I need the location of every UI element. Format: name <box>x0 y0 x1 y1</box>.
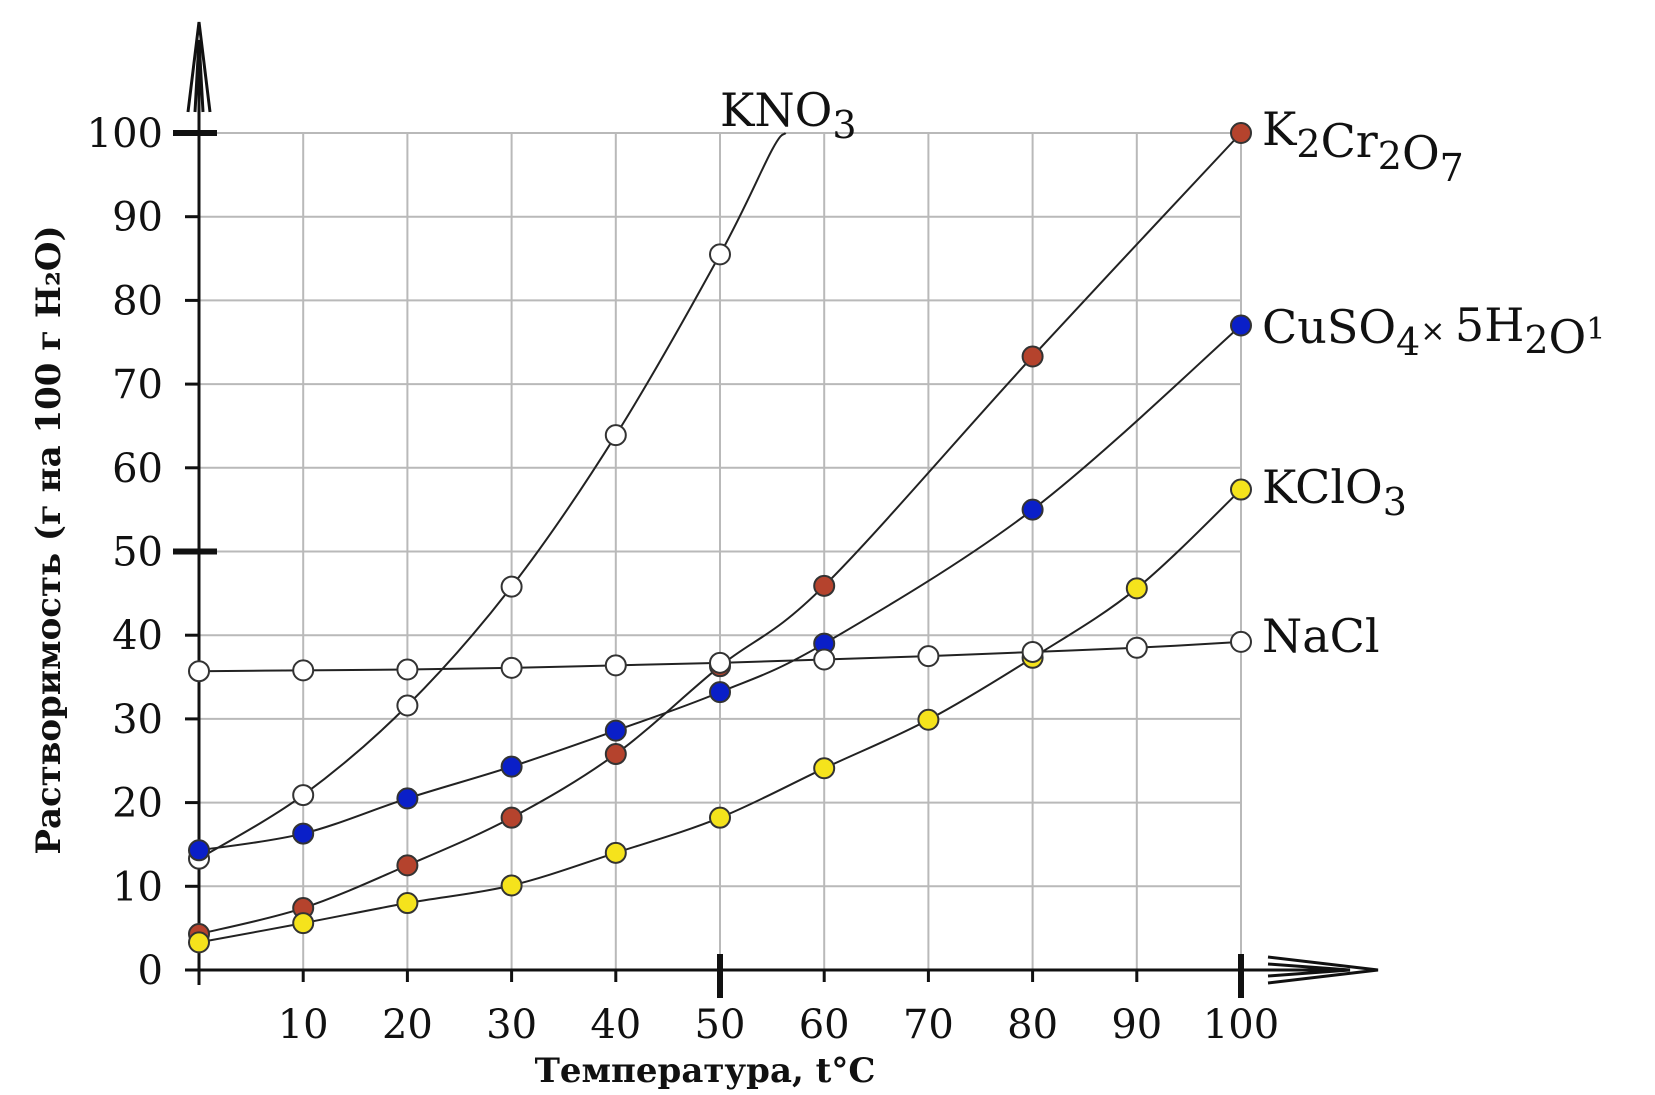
data-point <box>1230 314 1252 337</box>
data-point <box>396 658 419 681</box>
grid <box>199 132 1242 970</box>
data-point <box>500 806 523 829</box>
data-point <box>396 694 419 717</box>
series-label-part: O <box>1549 310 1587 364</box>
data-point <box>1021 498 1044 521</box>
x-tick-label: 100 <box>1203 1002 1279 1048</box>
series-label-part: O <box>1402 126 1440 180</box>
data-point <box>500 575 523 598</box>
series-label-part: NaCl <box>1262 609 1380 663</box>
data-point <box>188 660 210 683</box>
data-point <box>396 854 419 877</box>
y-tick-label: 20 <box>112 781 163 827</box>
series-label-part: KClO <box>1262 460 1383 514</box>
series-label-part: 1 <box>1586 312 1605 347</box>
data-point <box>1230 478 1252 501</box>
y-tick-label: 0 <box>138 948 163 994</box>
series-line <box>198 132 787 860</box>
series-label: CuSO4× 5H2O1 <box>1262 298 1605 364</box>
series-KNO3: KNO3 <box>188 83 857 870</box>
data-point <box>396 787 419 810</box>
x-axis-title: Температура, t°C <box>535 1051 876 1091</box>
data-point <box>500 656 523 679</box>
data-point <box>917 645 940 668</box>
series-label-part: 5H <box>1455 298 1524 352</box>
data-point <box>709 806 731 829</box>
data-point <box>1021 345 1044 368</box>
x-tick-label: 20 <box>382 1002 433 1048</box>
data-point <box>292 659 315 682</box>
y-tick-label: 90 <box>112 195 163 241</box>
series-label-part: 3 <box>1383 480 1407 524</box>
data-point <box>188 839 210 862</box>
x-tick-label: 10 <box>278 1002 329 1048</box>
series-K2Cr2O7: K2Cr2O7 <box>188 102 1464 946</box>
x-axis-arrow <box>1267 955 1379 985</box>
y-tick-label: 100 <box>87 111 163 157</box>
data-point <box>188 931 210 954</box>
y-tick-label: 50 <box>112 530 163 576</box>
series-label-part: 2 <box>1378 134 1402 178</box>
data-point <box>709 681 731 704</box>
series-NaCl: NaCl <box>188 609 1380 683</box>
data-point <box>1021 640 1044 663</box>
data-point <box>604 743 627 766</box>
x-tick-label: 90 <box>1111 1002 1162 1048</box>
data-point <box>813 574 836 597</box>
x-tick-label: 50 <box>695 1002 746 1048</box>
data-point <box>292 822 315 845</box>
series-label-part: 7 <box>1440 146 1464 190</box>
data-point <box>500 755 523 778</box>
y-tick-label: 30 <box>112 697 163 743</box>
series-label-part: 2 <box>1296 122 1320 166</box>
y-axis-title: Растворимость (г на 100 г H₂O) <box>29 225 69 854</box>
y-axis-arrow <box>186 21 212 113</box>
tick-labels: 0 10 20 30 40 50 60 70 80 90 100 10 20 30 40 50 60 70 80 90… <box>87 111 1280 1048</box>
series-label-part: 2 <box>1524 318 1548 362</box>
series-label-part: 4 <box>1396 320 1420 364</box>
series-label-part: 3 <box>832 103 856 147</box>
data-point <box>292 912 315 935</box>
series-CuSO4×5H2O: CuSO4× 5H2O1 <box>188 298 1605 862</box>
data-point <box>1125 636 1148 659</box>
y-tick-label: 70 <box>112 362 163 408</box>
axes <box>173 21 1379 998</box>
y-tick-label: 60 <box>112 446 163 492</box>
x-tick-label: 30 <box>486 1002 537 1048</box>
data-point <box>709 243 731 266</box>
y-tick-label: 10 <box>112 864 163 910</box>
data-point <box>813 648 836 671</box>
series-label: KClO3 <box>1262 460 1407 524</box>
y-tick-label: 80 <box>112 278 163 324</box>
x-tick-label: 40 <box>590 1002 641 1048</box>
series-label-part: CuSO <box>1262 300 1396 354</box>
data-point <box>813 757 836 780</box>
data-point <box>604 719 627 742</box>
series-label: KNO3 <box>720 83 857 147</box>
y-tick-label: 40 <box>112 613 163 659</box>
data-point <box>396 892 419 915</box>
data-point <box>500 874 523 897</box>
series-label: K2Cr2O7 <box>1262 102 1464 190</box>
data-point <box>604 654 627 677</box>
data-point <box>1230 122 1252 144</box>
x-tick-label: 70 <box>903 1002 954 1048</box>
data-point <box>292 784 315 807</box>
data-point <box>917 708 940 731</box>
series-label-part: K <box>1262 102 1298 156</box>
series-KClO3: KClO3 <box>188 460 1407 954</box>
data-point <box>709 651 731 674</box>
series-label-part: Cr <box>1321 114 1378 168</box>
data-point <box>1125 577 1148 600</box>
data-point <box>604 841 627 864</box>
series-label-part: × <box>1420 314 1455 349</box>
series-label: NaCl <box>1262 609 1380 663</box>
data-point <box>604 424 627 447</box>
series-label-part: KNO <box>720 83 832 137</box>
x-tick-label: 60 <box>799 1002 850 1048</box>
x-tick-label: 80 <box>1007 1002 1058 1048</box>
data-point <box>1230 630 1252 653</box>
